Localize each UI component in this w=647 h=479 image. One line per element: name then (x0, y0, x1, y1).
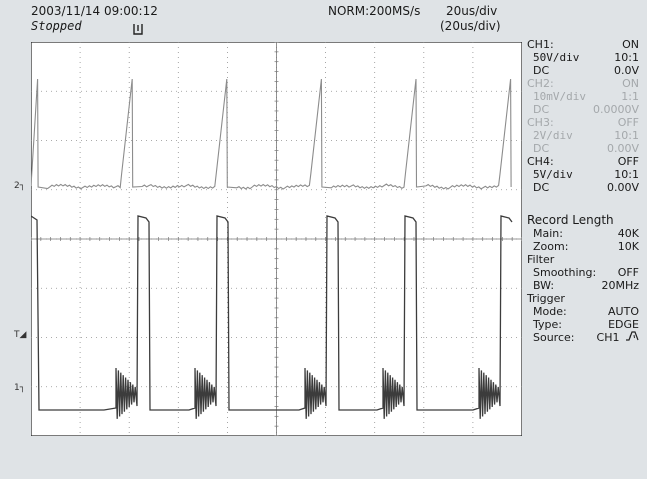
ch4-scale: 5V/div (533, 168, 573, 181)
record-main-label: Main: (533, 227, 563, 240)
acquisition-mode: NORM:200MS/s (328, 4, 421, 18)
status-bar: 2003/11/14 09:00:12 Stopped NORM:200MS/s… (0, 0, 647, 42)
ch2-state: ON (622, 77, 639, 90)
trigger-source-label: Source: (533, 331, 575, 344)
ch3-offset: 0.00V (606, 142, 639, 155)
ch2-marker-label: 2 (14, 181, 20, 191)
datetime: 2003/11/14 09:00:12 (31, 4, 158, 18)
trigger-level-icon: ◢ (19, 330, 27, 340)
smoothing-value: OFF (617, 266, 639, 279)
bandwidth-label: BW: (533, 279, 555, 292)
ch3-probe: 10:1 (614, 129, 639, 142)
record-zoom-value: 10K (617, 240, 639, 253)
record-main-value: 40K (617, 227, 639, 240)
ch4-state: OFF (617, 155, 639, 168)
record-length-title: Record Length (527, 213, 614, 227)
acquisition-status: Stopped (31, 19, 82, 33)
smoothing-label: Smoothing: (533, 266, 597, 279)
channel-block-ch1[interactable]: CH1: ON 50V/div 10:1 DC 0.0V (527, 38, 639, 77)
trigger-marker-label: T (14, 330, 20, 340)
ch4-probe: 10:1 (614, 168, 639, 181)
ch2-name: CH2: (527, 77, 554, 90)
ch2-scale: 10mV/div (533, 90, 586, 103)
trigger-mode-label: Mode: (533, 305, 567, 318)
ground-icon: ┐ (19, 383, 26, 393)
ch1-marker-label: 1 (14, 383, 20, 393)
ch4-coupling: DC (533, 181, 550, 194)
ch2-ground-marker: 2┐ (14, 181, 25, 191)
ch2-offset: 0.0000V (592, 103, 639, 116)
trigger-position-icon (133, 24, 143, 35)
trigger-source: CH1 (597, 331, 639, 344)
trigger-type-value: EDGE (608, 318, 639, 331)
ch1-offset: 0.0V (613, 64, 639, 77)
channel-block-ch3[interactable]: CH3: OFF 2V/div 10:1 DC 0.00V (527, 116, 639, 155)
ch3-coupling: DC (533, 142, 550, 155)
waveform-display[interactable] (31, 42, 522, 436)
ch1-name: CH1: (527, 38, 554, 51)
ch1-ground-marker: 1┐ (14, 383, 25, 393)
record-zoom-label: Zoom: (533, 240, 569, 253)
trigger-level-marker: T◢ (14, 330, 26, 340)
ch2-probe: 1:1 (621, 90, 639, 103)
ch3-state: OFF (617, 116, 639, 129)
ch2-trace (31, 78, 512, 190)
ground-icon: ┐ (19, 181, 26, 191)
ch4-offset: 0.00V (606, 181, 639, 194)
settings-panel: CH1: ON 50V/div 10:1 DC 0.0V CH2: ON 10mV/di… (527, 38, 639, 344)
ch1-probe: 10:1 (614, 51, 639, 64)
ch3-scale: 2V/div (533, 129, 573, 142)
trigger-mode-value: AUTO (608, 305, 639, 318)
zoom-timebase: (20us/div) (440, 19, 501, 33)
channel-block-ch4[interactable]: CH4: OFF 5V/div 10:1 DC 0.00V (527, 155, 639, 194)
ch4-name: CH4: (527, 155, 554, 168)
trigger-type-label: Type: (533, 318, 562, 331)
ch1-state: ON (622, 38, 639, 51)
ch2-coupling: DC (533, 103, 550, 116)
trigger-source-value: CH1 (596, 331, 620, 344)
rising-falling-edge-icon (626, 331, 639, 341)
ch3-name: CH3: (527, 116, 554, 129)
timebase: 20us/div (446, 4, 498, 18)
ch1-coupling: DC (533, 64, 550, 77)
filter-title: Filter (527, 253, 555, 266)
record-length-block[interactable]: Record Length Main: 40K Zoom: 10K (527, 213, 639, 254)
ch1-scale: 50V/div (533, 51, 580, 64)
trigger-title: Trigger (527, 292, 565, 305)
trigger-block[interactable]: Trigger Mode: AUTO Type: EDGE Source: CH1 (527, 292, 639, 344)
filter-block[interactable]: Filter Smoothing: OFF BW: 20MHz (527, 253, 639, 292)
bandwidth-value: 20MHz (601, 279, 639, 292)
ch1-trace (31, 215, 513, 419)
channel-block-ch2[interactable]: CH2: ON 10mV/div 1:1 DC 0.0000V (527, 77, 639, 116)
